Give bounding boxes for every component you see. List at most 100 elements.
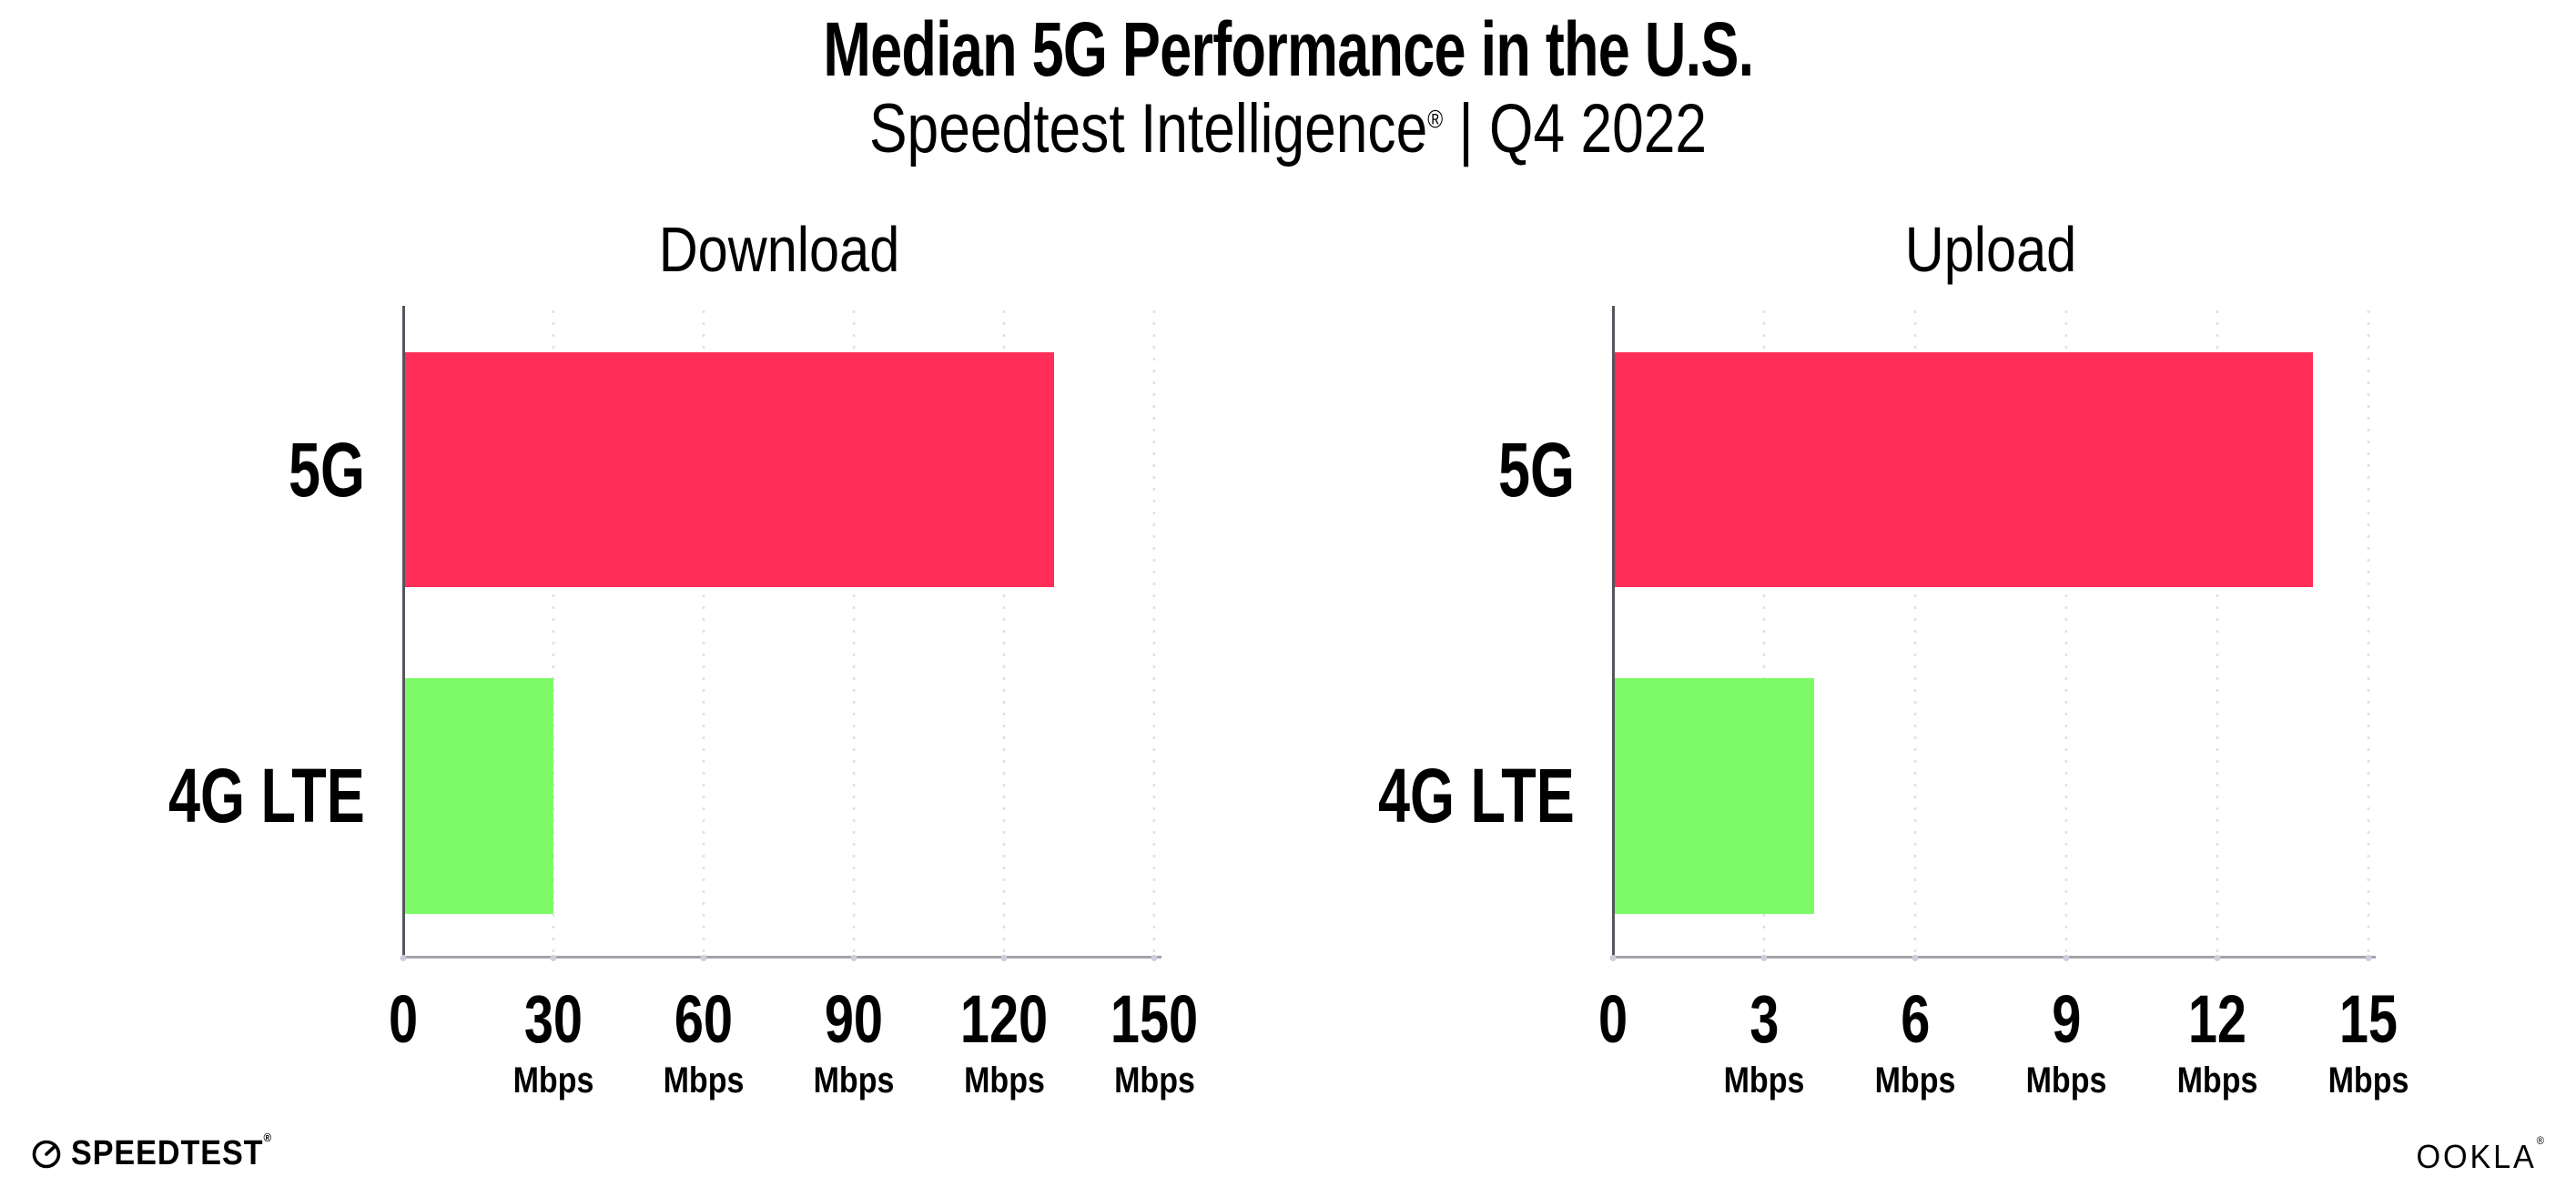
x-tick-number: 12: [2170, 986, 2265, 1053]
tick-dot-0: [400, 955, 407, 961]
tick-dot-15: [2365, 955, 2372, 961]
category-label-4g-lte: 4G LTE: [103, 678, 365, 914]
category-label-5g: 5G: [1473, 352, 1575, 587]
x-tick-number-text: 12: [2187, 981, 2247, 1057]
tick-dot-60: [700, 955, 707, 961]
bar-4g-lte: [403, 678, 553, 914]
tick-dot-6: [1912, 955, 1919, 961]
x-tick-number: 60: [656, 986, 751, 1053]
gridline-90: [852, 306, 856, 959]
x-tick-unit: Mbps: [2019, 1062, 2114, 1099]
gridline-60: [702, 306, 705, 959]
x-tick-unit: Mbps: [1098, 1062, 1210, 1099]
upload-chart: Upload 0 3 Mbps 6 Mbps 9 Mbps 12 Mbps 15 Mbps 5G 4G …: [1378, 214, 2409, 1099]
x-tick-number: 6: [1868, 986, 1962, 1053]
gridline-6: [1913, 306, 1917, 959]
x-tick-number-text: 0: [388, 981, 419, 1057]
gridline-9: [2064, 306, 2068, 959]
x-tick-number-text: 3: [1749, 981, 1780, 1057]
download-chart-title: Download: [637, 213, 920, 286]
tick-dot-150: [1151, 955, 1158, 961]
tick-dot-120: [1000, 955, 1008, 961]
x-tick-number-text: 150: [1110, 981, 1199, 1057]
download-chart-title-text: Download: [658, 214, 899, 285]
bar-5g: [1613, 352, 2314, 587]
upload-plot-area: [1609, 306, 2376, 961]
x-tick-number: 3: [1717, 986, 1811, 1053]
page-subtitle-text: Speedtest Intelligence® | Q4 2022: [869, 93, 1707, 166]
speedtest-gauge-icon: [32, 1140, 61, 1168]
x-tick-number: 30: [506, 986, 601, 1053]
page-subtitle: Speedtest Intelligence® | Q4 2022: [0, 93, 2576, 166]
x-tick-number: 90: [806, 986, 901, 1053]
speedtest-wordmark: SPEEDTEST®: [71, 1131, 295, 1173]
ookla-label: OOKLA: [2416, 1138, 2537, 1175]
x-tick-unit: Mbps: [948, 1062, 1060, 1099]
gridline-30: [552, 306, 555, 959]
x-axis-line: [402, 956, 1161, 959]
x-tick-number-text: 15: [2338, 981, 2399, 1057]
x-tick-label-150: 150 Mbps: [1098, 986, 1210, 1100]
x-tick-label-60: 60 Mbps: [656, 986, 751, 1100]
x-tick-number: 150: [1098, 986, 1210, 1053]
upload-chart-title: Upload: [1890, 213, 2092, 286]
x-tick-unit-text: Mbps: [1113, 1060, 1195, 1101]
x-tick-unit: Mbps: [1868, 1062, 1962, 1099]
y-axis-line: [1612, 306, 1615, 959]
y-axis-line: [402, 306, 405, 959]
tick-dot-12: [2214, 955, 2221, 961]
x-tick-number-text: 6: [1900, 981, 1931, 1057]
category-label-text: 4G LTE: [1378, 753, 1575, 838]
x-tick-number: 0: [384, 986, 421, 1053]
x-tick-number-text: 30: [523, 981, 583, 1057]
x-tick-label-6: 6 Mbps: [1868, 986, 1962, 1100]
x-tick-unit-text: Mbps: [2176, 1060, 2258, 1101]
bar-4g-lte: [1613, 678, 1815, 914]
tick-dot-90: [850, 955, 857, 961]
x-tick-label-90: 90 Mbps: [806, 986, 901, 1100]
x-tick-unit: Mbps: [806, 1062, 901, 1099]
x-tick-label-15: 15 Mbps: [2321, 981, 2416, 1100]
download-chart: Download 0 30 Mbps 60 Mbps 90 Mbps 120 Mbps 150 Mb…: [168, 214, 1198, 1099]
speedtest-label: SPEEDTEST: [71, 1134, 264, 1172]
x-tick-unit-text: Mbps: [512, 1060, 594, 1101]
x-tick-unit-text: Mbps: [2025, 1060, 2107, 1101]
speedtest-logo: SPEEDTEST®: [31, 1131, 295, 1173]
x-tick-unit: Mbps: [1717, 1062, 1811, 1099]
subtitle-period: | Q4 2022: [1458, 90, 1708, 168]
x-tick-unit-text: Mbps: [813, 1060, 895, 1101]
x-tick-unit-text: Mbps: [1723, 1060, 1805, 1101]
x-tick-number: 0: [1594, 986, 1631, 1053]
tick-dot-9: [2063, 955, 2070, 961]
tick-dot-30: [550, 955, 557, 961]
gridline-120: [1002, 306, 1006, 959]
x-tick-number: 120: [948, 986, 1060, 1053]
category-label-text: 4G LTE: [168, 753, 365, 838]
category-label-text: 5G: [1497, 426, 1575, 512]
gridline-12: [2216, 306, 2219, 959]
tick-dot-0: [1609, 955, 1617, 961]
subtitle-brand: Speedtest Intelligence: [868, 90, 1428, 168]
x-tick-unit-text: Mbps: [963, 1060, 1045, 1101]
x-tick-number-text: 9: [2051, 981, 2082, 1057]
ookla-logo: OOKLA®: [2409, 1134, 2547, 1176]
registered-mark: ®: [1427, 105, 1444, 134]
x-tick-label-3: 3 Mbps: [1717, 986, 1811, 1100]
x-tick-label-9: 9 Mbps: [2019, 981, 2114, 1100]
gridline-150: [1152, 306, 1156, 959]
x-tick-number-text: 90: [824, 981, 884, 1057]
x-tick-label-120: 120 Mbps: [948, 986, 1060, 1100]
x-tick-number-text: 120: [959, 981, 1049, 1057]
x-tick-unit: Mbps: [2321, 1062, 2416, 1099]
x-tick-label-0: 0: [1594, 986, 1631, 1053]
x-tick-unit-text: Mbps: [1874, 1060, 1956, 1101]
x-axis-line: [1612, 956, 2376, 959]
x-tick-unit: Mbps: [506, 1062, 601, 1099]
gridline-15: [2367, 306, 2370, 959]
speedtest-registered-mark: ®: [263, 1131, 272, 1144]
x-tick-unit-text: Mbps: [2328, 1060, 2409, 1101]
upload-chart-title-text: Upload: [1904, 214, 2077, 285]
x-tick-number-text: 0: [1597, 981, 1628, 1057]
x-tick-label-12: 12 Mbps: [2170, 986, 2265, 1101]
category-label-5g: 5G: [263, 352, 365, 587]
